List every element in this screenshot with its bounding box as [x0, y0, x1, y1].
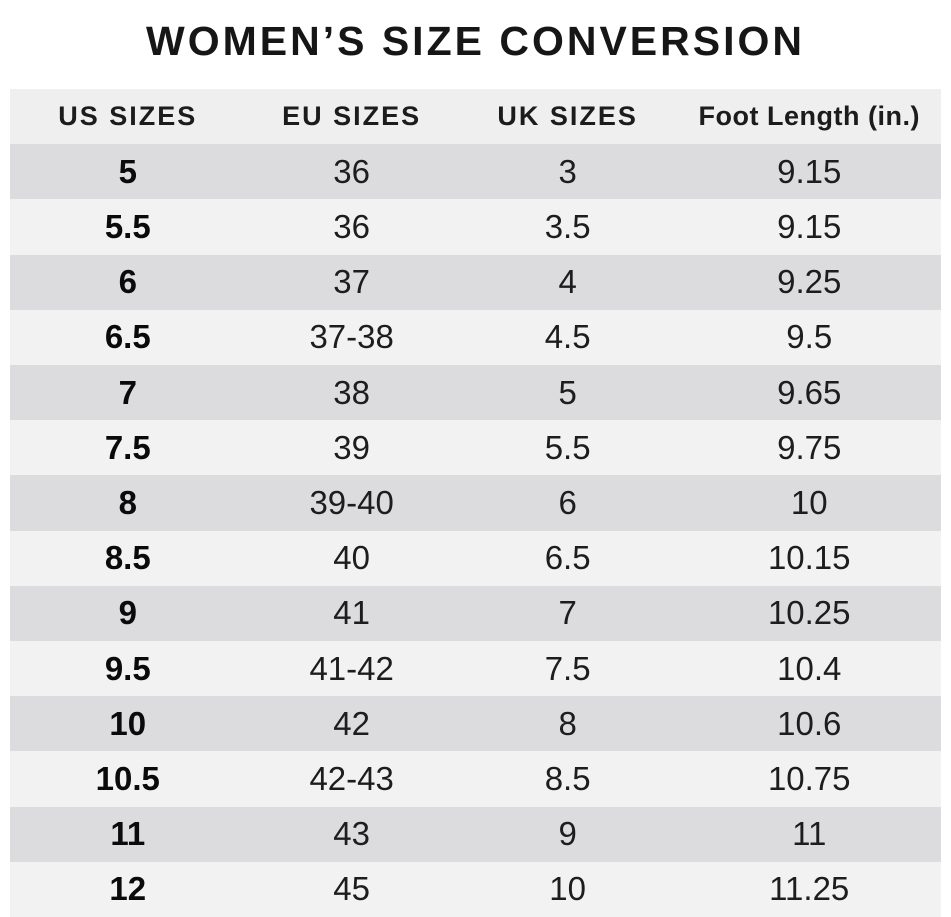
column-header-us-sizes: US SIZES	[58, 101, 198, 132]
us-size-cell: 5.5	[104, 208, 151, 245]
foot-length-cell: 11	[792, 815, 827, 853]
foot-length-cell: 10.75	[767, 760, 851, 798]
uk-size-cell: 8	[558, 704, 577, 742]
uk-size-cell: 4	[558, 263, 577, 301]
eu-size-cell: 41-42	[309, 649, 394, 687]
uk-size-cell: 3.5	[544, 208, 591, 245]
eu-size-cell: 42	[333, 704, 371, 742]
us-size-cell: 10	[109, 704, 147, 742]
eu-size-cell: 36	[333, 152, 371, 190]
table-row: 10 42 8 10.6	[10, 696, 941, 752]
column-header-eu-sizes: EU SIZES	[282, 101, 422, 132]
column-header-uk-sizes: UK SIZES	[497, 101, 638, 132]
eu-size-cell: 40	[333, 539, 371, 577]
us-size-cell: 8	[118, 484, 137, 522]
uk-size-cell: 6.5	[544, 539, 591, 577]
foot-length-cell: 9.15	[777, 152, 842, 190]
uk-size-cell: 7	[558, 594, 577, 632]
us-size-cell: 6	[118, 263, 137, 301]
table-row: 7.5 39 5.5 9.75	[10, 420, 941, 476]
us-size-cell: 5	[118, 152, 137, 190]
foot-length-cell: 10.15	[767, 539, 851, 577]
us-size-cell: 6.5	[104, 318, 151, 356]
table-row: 8 39-40 6 10	[10, 475, 941, 531]
table-row: 7 38 5 9.65	[10, 365, 941, 421]
table-row: 10.5 42-43 8.5 10.75	[10, 751, 941, 807]
us-size-cell: 7.5	[104, 428, 151, 466]
eu-size-cell: 43	[333, 815, 371, 853]
eu-size-cell: 39-40	[309, 484, 394, 522]
foot-length-cell: 9.25	[777, 263, 842, 301]
table-row: 9 41 7 10.25	[10, 585, 941, 642]
table-row: 8.5 40 6.5 10.15	[10, 530, 941, 586]
foot-length-cell: 10	[790, 484, 828, 522]
foot-length-cell: 10.4	[777, 649, 842, 687]
table-row: 6.5 37-38 4.5 9.5	[10, 309, 941, 366]
uk-size-cell: 3	[558, 152, 577, 190]
us-size-cell: 9.5	[104, 649, 151, 687]
eu-size-cell: 38	[333, 373, 371, 411]
eu-size-cell: 37	[333, 263, 371, 301]
eu-size-cell: 36	[333, 208, 371, 245]
uk-size-cell: 7.5	[544, 649, 591, 687]
uk-size-cell: 9	[558, 815, 577, 853]
uk-size-cell: 10	[549, 870, 586, 908]
table-row: 6 37 4 9.25	[10, 254, 941, 310]
foot-length-cell: 11.25	[769, 870, 850, 908]
foot-length-cell: 9.75	[777, 428, 842, 466]
uk-size-cell: 5.5	[544, 428, 591, 466]
foot-length-cell: 10.6	[777, 704, 842, 742]
page-title: WOMEN’S SIZE CONVERSION	[146, 18, 805, 64]
uk-size-cell: 5	[558, 373, 577, 411]
uk-size-cell: 4.5	[544, 318, 591, 356]
table-row: 12 45 10 11.25	[10, 861, 941, 917]
uk-size-cell: 6	[558, 484, 577, 522]
us-size-cell: 12	[109, 870, 147, 908]
us-size-cell: 11	[110, 815, 146, 853]
eu-size-cell: 37-38	[309, 318, 394, 356]
uk-size-cell: 8.5	[544, 760, 591, 798]
column-header-foot-length: Foot Length (in.)	[698, 101, 920, 132]
foot-length-cell: 10.25	[767, 594, 851, 632]
size-conversion-table: US SIZES EU SIZES UK SIZES Foot Length (…	[10, 89, 941, 917]
foot-length-cell: 9.15	[777, 208, 842, 245]
table-row: 5 36 3 9.15	[10, 144, 941, 200]
table-row: 11 43 9 11	[10, 806, 941, 862]
us-size-cell: 7	[118, 373, 137, 411]
table-row: 9.5 41-42 7.5 10.4	[10, 641, 941, 697]
eu-size-cell: 42-43	[309, 760, 394, 798]
foot-length-cell: 9.65	[777, 373, 842, 411]
table-row: 5.5 36 3.5 9.15	[10, 199, 941, 255]
us-size-cell: 10.5	[95, 760, 160, 798]
us-size-cell: 8.5	[104, 539, 151, 577]
eu-size-cell: 41	[333, 594, 371, 632]
foot-length-cell: 9.5	[786, 318, 833, 356]
table-header-row: US SIZES EU SIZES UK SIZES Foot Length (…	[10, 89, 941, 145]
us-size-cell: 9	[118, 594, 137, 632]
eu-size-cell: 39	[333, 428, 371, 466]
eu-size-cell: 45	[333, 870, 371, 908]
